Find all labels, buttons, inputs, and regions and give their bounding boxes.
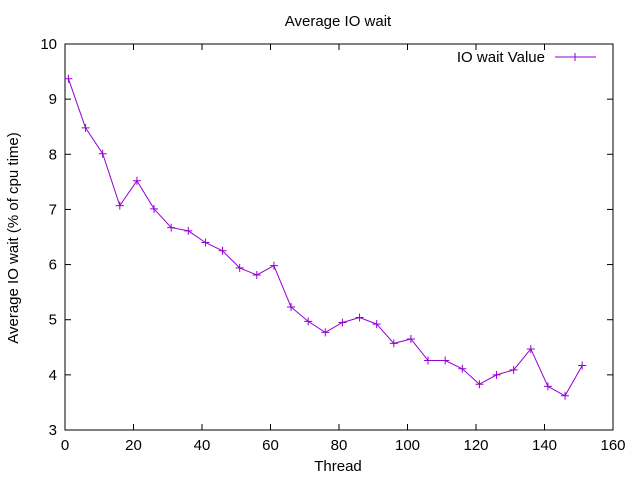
data-point-marker bbox=[543, 382, 552, 391]
data-point-marker bbox=[304, 317, 313, 326]
data-point-marker bbox=[64, 74, 73, 83]
data-point-marker bbox=[578, 361, 587, 370]
plot-area: 0 20 40 60 80 100 120 140 160 3 4 5 6 7 8 9 10 IO wait Va… bbox=[40, 36, 625, 454]
data-point-marker bbox=[184, 226, 193, 235]
data-point-marker bbox=[475, 380, 484, 389]
legend-label: IO wait Value bbox=[457, 49, 545, 66]
plot-frame bbox=[64, 43, 614, 431]
data-point-marker bbox=[561, 391, 570, 400]
x-axis-label: Thread bbox=[314, 458, 362, 475]
data-point-marker bbox=[355, 313, 364, 322]
x-tick-label: 60 bbox=[262, 437, 279, 454]
y-tick-label: 8 bbox=[49, 146, 57, 163]
y-tick-label: 3 bbox=[49, 422, 57, 439]
data-point-marker bbox=[389, 339, 398, 348]
x-tick-label: 160 bbox=[600, 437, 625, 454]
y-axis-label: Average IO wait (% of cpu time) bbox=[5, 132, 22, 343]
y-tick-label: 7 bbox=[49, 201, 57, 218]
data-point-marker bbox=[441, 356, 450, 365]
data-point-marker bbox=[98, 149, 107, 158]
data-point-marker bbox=[509, 365, 518, 374]
y-tick-label: 9 bbox=[49, 91, 57, 108]
data-point-marker bbox=[406, 335, 415, 344]
x-tick-label: 20 bbox=[125, 437, 142, 454]
data-point-marker bbox=[201, 238, 210, 247]
x-tick-label: 140 bbox=[532, 437, 557, 454]
data-point-marker bbox=[492, 370, 501, 379]
data-point-marker bbox=[167, 223, 176, 232]
data-point-marker bbox=[287, 303, 296, 312]
x-tick-label: 80 bbox=[331, 437, 348, 454]
y-tick-label: 4 bbox=[49, 367, 57, 384]
data-point-marker bbox=[321, 328, 330, 337]
data-point-marker bbox=[150, 204, 159, 213]
x-tick-label: 40 bbox=[194, 437, 211, 454]
data-point-marker bbox=[218, 246, 227, 255]
x-tick-label: 120 bbox=[463, 437, 488, 454]
y-tick-label: 10 bbox=[40, 36, 57, 53]
data-point-marker bbox=[115, 201, 124, 210]
data-point-marker bbox=[526, 344, 535, 353]
data-point-marker bbox=[269, 261, 278, 270]
data-point-marker bbox=[424, 356, 433, 365]
data-point-marker bbox=[252, 271, 261, 280]
x-tick-label: 0 bbox=[61, 437, 69, 454]
chart-title: Average IO wait bbox=[285, 13, 392, 30]
data-point-marker bbox=[235, 263, 244, 272]
legend-marker bbox=[571, 53, 579, 61]
series-line bbox=[67, 78, 583, 397]
data-point-marker bbox=[81, 123, 90, 132]
data-point-marker bbox=[338, 318, 347, 327]
data-point-marker bbox=[458, 364, 467, 373]
data-point-marker bbox=[372, 320, 381, 329]
data-point-marker bbox=[132, 176, 141, 185]
x-tick-label: 100 bbox=[395, 437, 420, 454]
y-tick-label: 5 bbox=[49, 312, 57, 329]
y-tick-label: 6 bbox=[49, 257, 57, 274]
